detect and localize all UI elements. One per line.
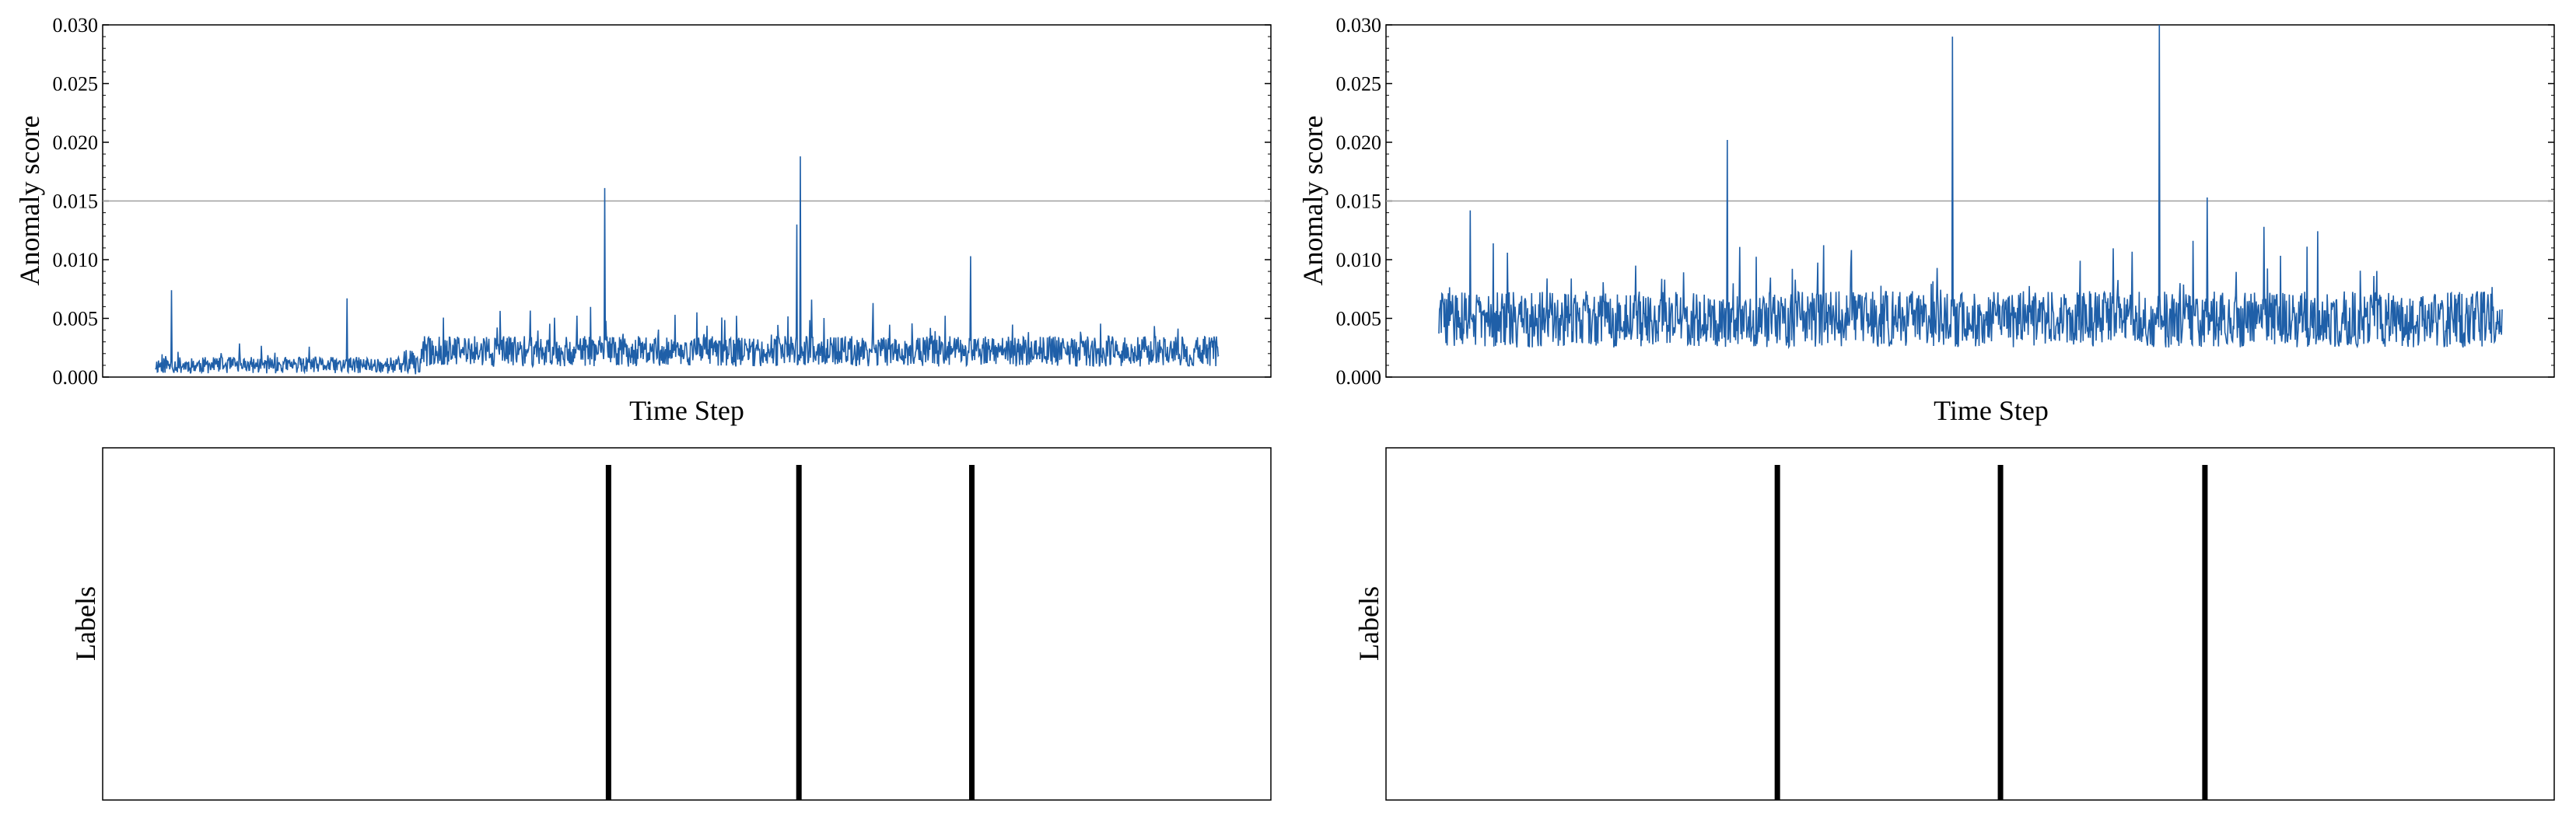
anomaly-score-series bbox=[1438, 24, 2503, 350]
y-tick-label: 0.020 bbox=[53, 131, 99, 154]
y-ticks: 0.000 0.005 0.010 0.015 0.020 0.025 0.030 bbox=[1336, 14, 2554, 389]
plot-frame bbox=[102, 447, 1272, 801]
x-axis-label: Time Step bbox=[1934, 395, 2049, 426]
y-tick-label: 0.030 bbox=[1336, 14, 1382, 37]
y-tick-label: 0.000 bbox=[1336, 366, 1382, 389]
plot-frame bbox=[1385, 447, 2555, 801]
y-tick-label: 0.010 bbox=[53, 249, 99, 271]
y-tick-label: 0.015 bbox=[53, 190, 99, 213]
y-tick-label: 0.010 bbox=[1336, 249, 1382, 271]
y-tick-label: 0.015 bbox=[1336, 190, 1382, 213]
x-axis-label: Time Step bbox=[629, 395, 744, 426]
y-tick-label: 0.005 bbox=[53, 308, 99, 330]
anomaly-score-chart-right: 0.000 0.005 0.010 0.015 0.020 0.025 0.030 Time… bbox=[1297, 14, 2555, 426]
y-axis-label: Labels bbox=[70, 586, 101, 661]
y-tick-label: 0.025 bbox=[1336, 73, 1382, 96]
y-tick-label: 0.000 bbox=[53, 366, 99, 389]
y-axis-label: Labels bbox=[1353, 586, 1384, 661]
y-tick-label: 0.030 bbox=[53, 14, 99, 37]
y-axis-label: Anomaly score bbox=[14, 116, 45, 286]
label-events bbox=[1774, 465, 2208, 800]
y-tick-label: 0.020 bbox=[1336, 131, 1382, 154]
labels-chart-right: Labels bbox=[1353, 447, 2555, 801]
y-axis-label: Anomaly score bbox=[1297, 116, 1328, 286]
anomaly-score-series bbox=[155, 156, 1220, 375]
y-ticks: 0.000 0.005 0.010 0.015 0.020 0.025 0.030 bbox=[53, 14, 1271, 389]
y-tick-label: 0.025 bbox=[53, 73, 99, 96]
anomaly-score-chart-left: 0.000 0.005 0.010 0.015 0.020 0.025 0.030 Time… bbox=[14, 14, 1272, 426]
label-events bbox=[605, 465, 975, 800]
y-tick-label: 0.005 bbox=[1336, 308, 1382, 330]
labels-chart-left: Labels bbox=[70, 447, 1272, 801]
